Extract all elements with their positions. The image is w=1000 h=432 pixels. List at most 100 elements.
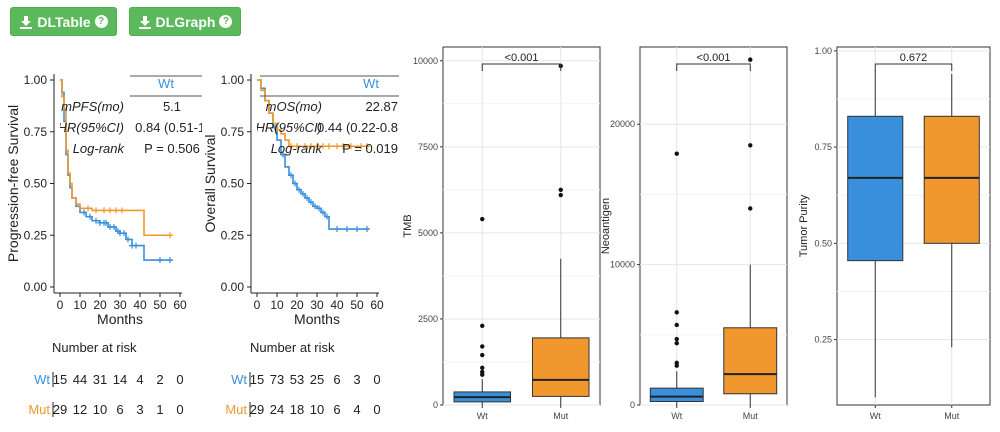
x-tick-label: 60 [370, 298, 384, 312]
y-axis-title: Neoantigen [600, 198, 612, 254]
censor-mark [344, 226, 350, 233]
y-tick-label: 1.00 [221, 73, 245, 87]
box-mut [531, 337, 590, 397]
box-wt [649, 387, 704, 402]
os-km-plot: 0.000.250.500.751.000 10 20 30 40 50 60MonthsO… [202, 73, 399, 417]
outlier-point [674, 336, 679, 342]
censor-mark [288, 143, 294, 150]
risk-value: 6 [116, 402, 123, 417]
censor-mark [103, 219, 109, 226]
risk-value: 25 [310, 372, 324, 387]
x-tick-label: Wt [671, 411, 682, 421]
censor-mark [167, 257, 173, 264]
box-mut [923, 115, 980, 244]
outlier-point [748, 143, 753, 148]
censor-mark [85, 205, 91, 212]
risk-value: 29 [250, 402, 264, 417]
risk-value: 31 [93, 372, 107, 387]
risk-value: 44 [73, 372, 87, 387]
stats-value: P = 0.506 [144, 141, 200, 156]
y-axis-title: TMB [402, 214, 414, 237]
risk-value: 4 [136, 372, 143, 387]
censor-mark [312, 203, 318, 210]
censor-mark [304, 194, 310, 201]
x-tick-label: 60 [173, 298, 187, 312]
outlier-point [674, 341, 679, 346]
x-tick-label: 0 [254, 298, 261, 312]
y-tick-label: 1.00 [24, 73, 48, 87]
stats-label: mPFS(mo) [61, 99, 124, 114]
censor-mark [300, 190, 306, 197]
significance-bracket [481, 63, 562, 71]
y-axis-title: Progression-free Survival [5, 105, 21, 262]
risk-row-label: Wt [231, 372, 247, 387]
risk-value: 3 [353, 372, 360, 387]
risk-value: 0 [373, 372, 380, 387]
stats-table: Wt mPFS(mo) 5.1 HR(95%CI) 0.84 (0.51-1. Log-r… [58, 75, 202, 156]
dltable-label: DLTable [37, 13, 91, 30]
km-curve-mut [60, 79, 172, 237]
y-tick-label: 20000 [610, 119, 635, 129]
outlier-point [558, 192, 563, 198]
risk-table-title: Number at risk [52, 340, 137, 355]
stats-label: HR(95%CI) [58, 120, 124, 135]
outlier-point [480, 369, 485, 375]
censor-mark [93, 217, 99, 224]
significance-bracket [676, 63, 751, 71]
risk-row-label: Mut [28, 402, 50, 417]
censor-mark [358, 143, 364, 150]
censor-mark [296, 186, 302, 193]
stats-table: Wt mOS(mo) 22.87 HR(95%CI)0.44 (0.22-0.8 Log… [257, 75, 399, 156]
risk-value: 29 [53, 402, 67, 417]
censor-mark [354, 226, 360, 233]
stats-header: Wt [363, 76, 379, 91]
y-tick-label: 0.25 [814, 335, 832, 345]
censor-mark [308, 143, 314, 150]
y-tick-label: 1.00 [814, 46, 832, 56]
y-tick-label: 10000 [610, 260, 635, 270]
censor-mark [292, 180, 298, 187]
help-icon[interactable]: ? [94, 15, 108, 28]
outlier-point [480, 323, 485, 329]
risk-row-label: Wt [34, 372, 50, 387]
censor-mark [121, 230, 127, 237]
tmb-boxplot: 0 2500 5000 7500 10000 TMB Wt Mut <0.001 [402, 46, 601, 421]
risk-value: 0 [176, 372, 183, 387]
outlier-point [480, 344, 485, 349]
outlier-point [674, 151, 679, 156]
y-tick-label: 0.50 [814, 238, 832, 248]
outlier-point [748, 57, 753, 62]
y-tick-label: 10000 [413, 56, 438, 66]
outlier-point [748, 206, 753, 211]
stats-value: 5.1 [163, 99, 181, 114]
y-axis-title: Tumor Purity [798, 194, 810, 257]
x-tick-label: 30 [310, 298, 324, 312]
outlier-point [480, 352, 485, 358]
box-mut [723, 327, 778, 395]
risk-value: 24 [270, 402, 284, 417]
x-tick-label: Mut [553, 411, 569, 421]
stats-value: 22.87 [365, 99, 398, 114]
censor-mark [348, 143, 354, 150]
help-icon[interactable]: ? [219, 15, 233, 28]
outlier-point [674, 310, 679, 315]
y-tick-label: 2500 [418, 314, 438, 324]
y-tick-label: 5000 [418, 228, 438, 238]
risk-value: 18 [290, 402, 304, 417]
risk-value: 15 [250, 372, 264, 387]
risk-value: 12 [73, 402, 87, 417]
x-tick-label: 10 [270, 298, 284, 312]
pfs-km-plot: 0.000.250.500.751.000 10 20 30 40 50 60MonthsP… [5, 73, 202, 417]
risk-value: 15 [53, 372, 67, 387]
censor-mark [308, 199, 314, 206]
censor-mark [320, 143, 326, 150]
p-value-label: <0.001 [505, 52, 539, 64]
download-icon [138, 15, 152, 29]
p-value-label: <0.001 [697, 52, 731, 64]
censor-mark [288, 172, 294, 179]
dlgraph-button[interactable]: DLGraph ? [129, 7, 241, 36]
censor-mark [81, 209, 87, 216]
censor-mark [101, 207, 107, 214]
censor-mark [113, 207, 119, 214]
dltable-button[interactable]: DLTable ? [10, 7, 117, 36]
